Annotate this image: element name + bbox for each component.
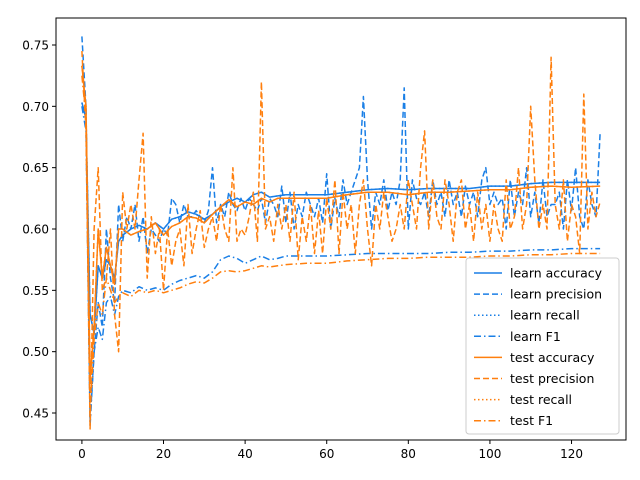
legend-box — [465, 257, 620, 435]
legend-label: learn accuracy — [510, 266, 603, 281]
x-tick-label: 100 — [478, 447, 501, 461]
series-line-learn-precision — [81, 36, 601, 423]
legend: learn accuracy learn precision learn recal… — [465, 257, 620, 435]
series-line-learn-F1 — [81, 106, 601, 427]
x-axis: 0 20 40 60 80 100 120 — [78, 440, 583, 461]
y-tick-label: 0.50 — [22, 345, 49, 359]
legend-label: learn F1 — [510, 329, 561, 344]
x-tick-label: 80 — [401, 447, 416, 461]
legend-label: test recall — [510, 392, 572, 407]
y-tick-label: 0.70 — [22, 100, 49, 114]
y-tick-label: 0.60 — [22, 223, 49, 237]
x-tick-label: 60 — [319, 447, 334, 461]
y-tick-label: 0.55 — [22, 284, 49, 298]
series-line-test-accuracy — [81, 65, 601, 380]
series-line-test-F1 — [81, 75, 601, 414]
x-tick-label: 0 — [78, 447, 86, 461]
legend-label: learn precision — [510, 287, 602, 302]
series-layer — [81, 36, 601, 430]
legend-label: test F1 — [510, 413, 553, 428]
legend-label: test accuracy — [510, 350, 595, 365]
series-line-test-precision — [81, 51, 601, 430]
x-tick-label: 40 — [237, 447, 252, 461]
y-tick-label: 0.75 — [22, 38, 49, 52]
legend-label: learn recall — [510, 308, 580, 323]
x-tick-label: 20 — [156, 447, 171, 461]
y-axis: 0.45 0.50 0.55 0.60 0.65 0.70 0.75 — [22, 38, 56, 421]
x-tick-label: 120 — [560, 447, 583, 461]
y-tick-label: 0.45 — [22, 407, 49, 421]
y-tick-label: 0.65 — [22, 161, 49, 175]
legend-label: test precision — [510, 371, 594, 386]
